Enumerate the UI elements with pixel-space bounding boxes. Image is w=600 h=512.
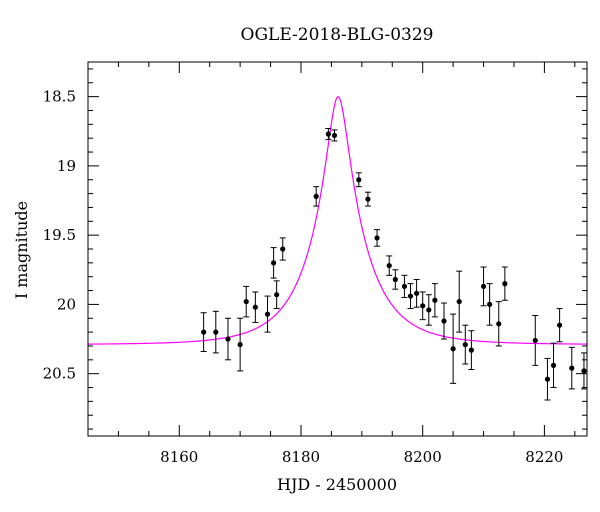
data-point — [243, 299, 249, 305]
y-tick-label: 18.5 — [43, 88, 76, 106]
data-point — [386, 263, 392, 269]
data-point — [581, 368, 587, 374]
data-point — [407, 293, 414, 299]
y-axis-label: I magnitude — [12, 201, 31, 299]
y-tick-label: 19.5 — [43, 226, 76, 244]
x-tick-label: 8160 — [160, 448, 198, 466]
data-point — [325, 131, 331, 137]
data-point — [487, 301, 493, 308]
data-point — [356, 177, 362, 183]
data-point — [420, 303, 426, 309]
data-point — [462, 341, 468, 348]
plot-frame — [87, 61, 588, 437]
data-point — [432, 297, 438, 303]
data-point — [365, 196, 371, 202]
model-curve — [87, 96, 588, 345]
model-line — [87, 96, 588, 345]
x-tick-label: 8180 — [282, 448, 320, 466]
data-point — [532, 337, 538, 344]
data-point — [456, 299, 462, 305]
data-point — [502, 281, 508, 287]
data-point — [225, 336, 231, 342]
data-point — [271, 260, 277, 266]
data-point — [569, 365, 575, 371]
axis-ticks: 8160 8180 8200 8220 18.5 19 19.5 20 20.5 — [43, 62, 587, 466]
data-point — [468, 347, 474, 353]
data-point — [201, 329, 207, 335]
data-point — [252, 304, 258, 310]
data-point — [557, 322, 563, 328]
data-point — [313, 193, 319, 199]
data-point — [392, 276, 398, 283]
x-tick-label: 8220 — [525, 448, 563, 466]
data-points — [200, 127, 587, 401]
data-point — [550, 362, 557, 368]
data-point — [496, 321, 502, 327]
data-point — [280, 246, 286, 252]
data-point — [450, 346, 456, 352]
data-point — [237, 341, 243, 348]
data-point — [213, 329, 219, 335]
data-point — [374, 235, 380, 241]
x-axis-label: HJD - 2450000 — [277, 475, 397, 494]
x-tick-label: 8200 — [404, 448, 442, 466]
data-point — [414, 290, 420, 296]
y-tick-label: 20 — [57, 295, 76, 313]
data-point — [264, 311, 271, 317]
data-point — [480, 283, 487, 289]
data-point — [426, 307, 432, 313]
data-point — [544, 376, 551, 382]
data-point — [331, 132, 338, 139]
y-tick-label: 20.5 — [43, 365, 76, 383]
data-point — [401, 283, 408, 289]
y-tick-label: 19 — [57, 157, 76, 175]
data-point — [274, 292, 280, 298]
chart-title: OGLE-2018-BLG-0329 — [241, 25, 434, 45]
data-point — [441, 318, 447, 324]
